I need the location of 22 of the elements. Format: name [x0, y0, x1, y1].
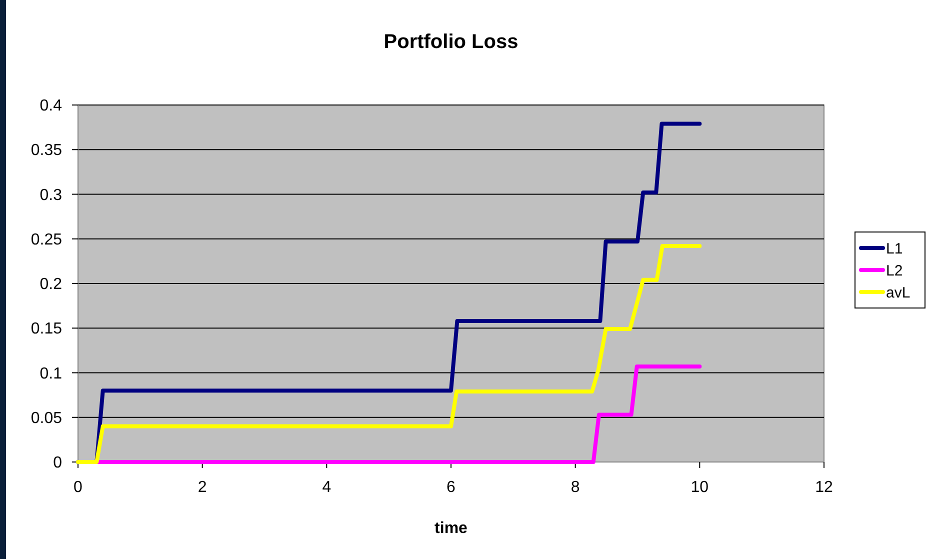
x-tick-label: 2 — [198, 479, 207, 496]
x-tick-label: 4 — [322, 479, 332, 496]
x-tick-label: 6 — [446, 479, 456, 496]
x-tick-label: 8 — [570, 479, 580, 496]
legend-label: avL — [886, 284, 910, 302]
legend-label: L2 — [886, 262, 903, 280]
x-tick-label: 12 — [815, 479, 833, 496]
legend-label: L1 — [886, 240, 903, 258]
y-tick-label: 0.4 — [40, 98, 62, 115]
x-tick-label: 0 — [74, 479, 83, 496]
y-tick-label: 0 — [53, 454, 62, 472]
line-series — [76, 244, 702, 464]
x-tick-label: 10 — [690, 479, 709, 496]
chart-title: Portfolio Loss — [384, 31, 518, 53]
y-tick-label: 0.25 — [30, 231, 62, 248]
y-tick-label: 0.2 — [40, 276, 62, 294]
y-tick-label: 0.15 — [30, 320, 62, 338]
y-tick-label: 0.1 — [40, 365, 62, 382]
y-tick-label: 0.35 — [30, 142, 62, 160]
y-tick-label: 0.3 — [40, 186, 62, 204]
x-axis-title: time — [434, 520, 468, 537]
y-tick-label: 0.05 — [30, 410, 62, 427]
